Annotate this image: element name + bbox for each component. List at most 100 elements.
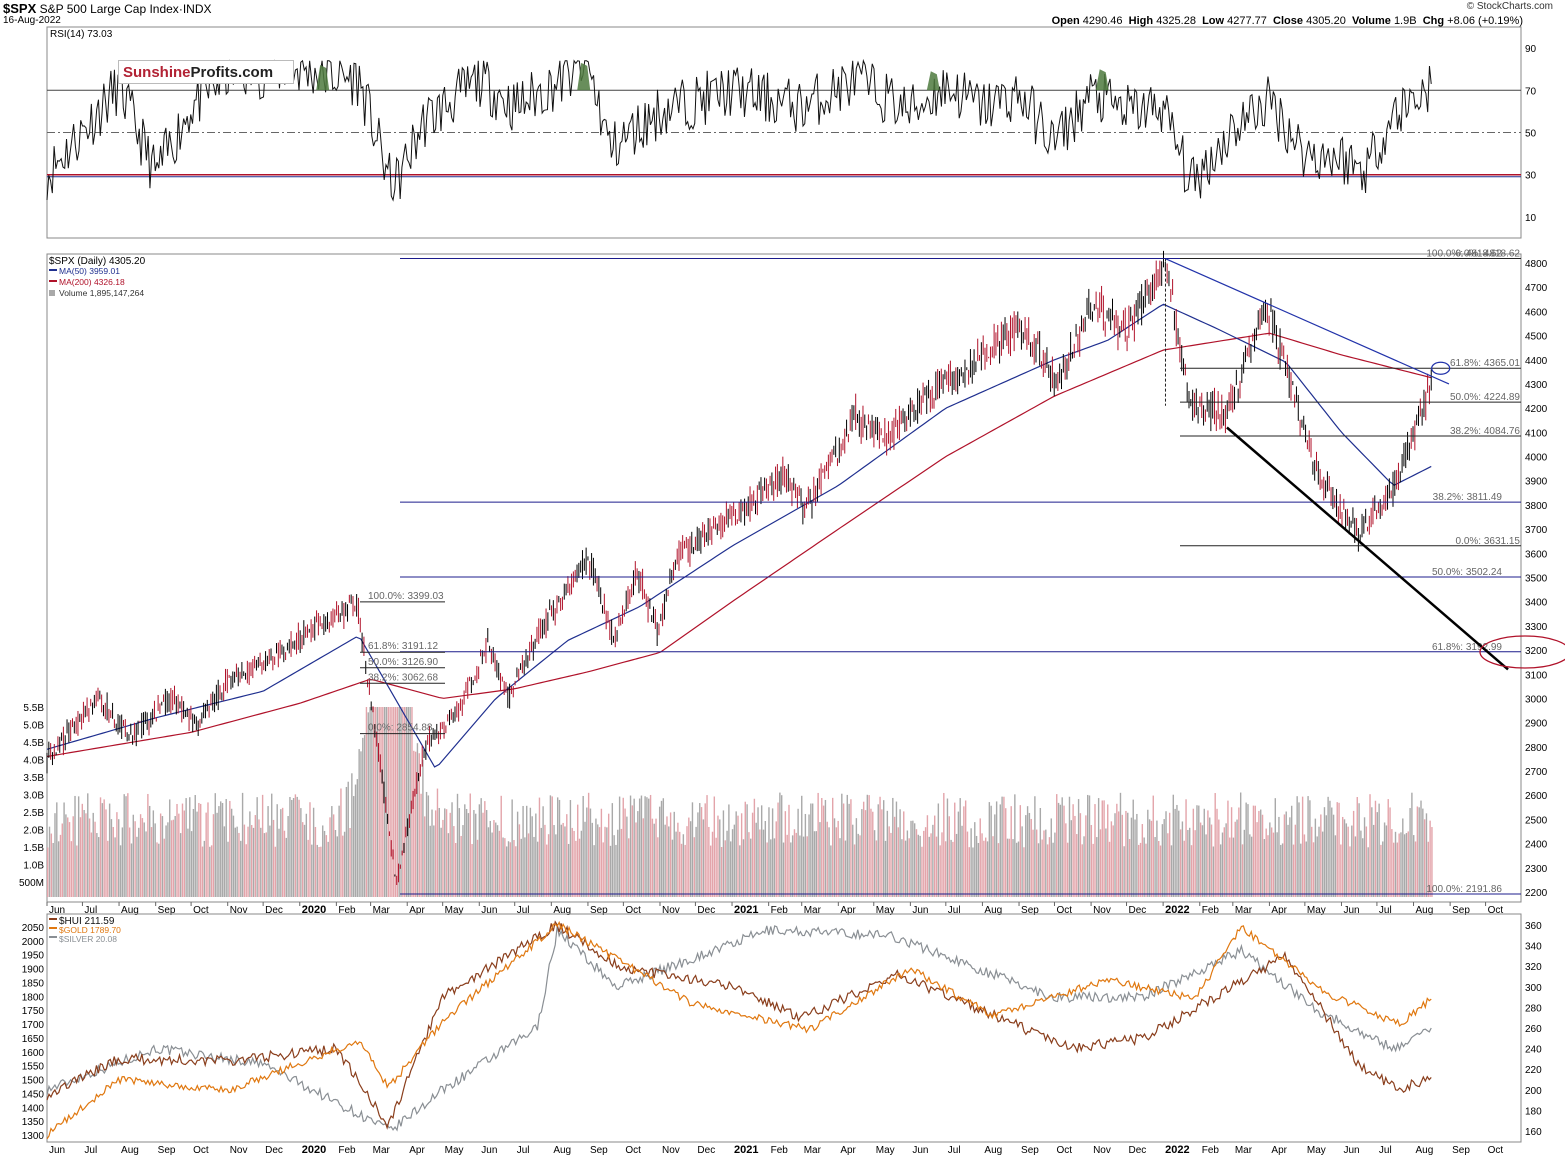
rsi-legend: RSI(14) 73.03 (50, 29, 113, 40)
volume-bar (618, 796, 621, 897)
volume-bar (600, 808, 603, 897)
open-value: 4290.46 (1082, 15, 1123, 27)
volume-bar (1263, 839, 1266, 897)
volume-bar (992, 836, 994, 897)
volume-bar (65, 814, 67, 897)
volume-bar (1019, 805, 1022, 897)
volume-bar (527, 833, 530, 897)
volume-bar (622, 797, 624, 897)
volume-bar (1329, 800, 1331, 897)
volume-bar (589, 808, 592, 897)
volume-bar (484, 801, 486, 897)
exchange: INDX (182, 2, 212, 16)
volume-bar (354, 784, 357, 897)
volume-bar (1423, 819, 1426, 897)
volume-bar (903, 811, 905, 897)
volume-bar (447, 833, 450, 897)
volume-bar (893, 816, 896, 897)
volume-bar (118, 819, 120, 897)
price-tick-label: 3800 (1525, 501, 1548, 512)
volume-bar (972, 847, 974, 897)
volume-bar (1023, 847, 1025, 897)
volume-tick-label: 4.5B (23, 738, 44, 749)
symbol: $SPX (3, 1, 37, 16)
metals-x-tick-label: Jun (49, 1145, 65, 1156)
metals-x-tick-label: Nov (662, 1145, 680, 1156)
volume-bar (868, 795, 870, 897)
volume-bar (1063, 805, 1065, 897)
volume-bar (340, 788, 342, 897)
volume-bar (815, 831, 818, 897)
metals-right-tick: 260 (1525, 1024, 1542, 1035)
volume-bar (1345, 823, 1348, 897)
volume-bar (1128, 838, 1131, 897)
volume-bar (405, 707, 408, 897)
volume-bar (771, 808, 774, 897)
volume-bar (462, 825, 464, 897)
volume-bar (322, 825, 324, 897)
volume-bar (872, 811, 874, 897)
fib-2020-label: 38.2%: 3062.68 (368, 672, 438, 683)
volume-bar (436, 788, 439, 897)
rsi-overbought-fill (316, 64, 330, 91)
volume-tick-label: 5.5B (23, 703, 44, 714)
x-tick-label: Dec (697, 905, 715, 916)
volume-bar (912, 820, 914, 897)
volume-bar (47, 847, 49, 897)
volume-bar (1298, 802, 1300, 897)
volume-bar (456, 793, 459, 897)
volume-bar (323, 830, 326, 897)
volume-bar (192, 808, 195, 897)
volume-bar (285, 837, 287, 897)
volume-bar (708, 826, 710, 897)
volume-bar (373, 707, 375, 897)
volume-bar (352, 796, 355, 897)
volume-bar (187, 828, 189, 897)
volume-bar (1274, 798, 1276, 897)
volume-bar (567, 843, 570, 897)
volume-bar (83, 809, 85, 897)
volume-bar (646, 797, 648, 897)
volume-bar (451, 802, 453, 897)
volume-bar (1156, 820, 1158, 897)
volume-bar (669, 812, 672, 897)
x-tick-label: Apr (840, 905, 856, 916)
volume-bar (413, 750, 415, 897)
volume-bar (1414, 841, 1417, 897)
volume-bar (773, 838, 776, 897)
volume-bar (817, 792, 819, 897)
volume-bar (269, 825, 271, 897)
volume-bar (1136, 813, 1138, 897)
volume-bar (985, 837, 987, 897)
volume-bar (420, 793, 422, 897)
volume-bar (312, 807, 315, 897)
volume-bar (1209, 817, 1211, 897)
price-frame (46, 253, 1522, 903)
volume-bar (837, 820, 839, 897)
volume-bar (706, 795, 708, 897)
metals-right-tick: 300 (1525, 983, 1542, 994)
volume-bar (890, 832, 892, 897)
volume-bar (230, 808, 233, 897)
volume-bar (748, 832, 750, 897)
volume-bar (199, 803, 202, 897)
volume-bar (396, 707, 399, 897)
volume-bar (1079, 813, 1082, 897)
volume-bar (1127, 812, 1129, 897)
volume-bar (152, 810, 155, 897)
volume-bar (1086, 794, 1089, 897)
chart-title: $SPX S&P 500 Large Cap Index·INDX (3, 1, 212, 16)
resistance-trend-line (1165, 258, 1450, 385)
rsi-overbought-fill (577, 62, 591, 91)
volume-bar (1074, 815, 1076, 897)
volume-bar (731, 829, 734, 897)
volume-bar (154, 823, 156, 897)
volume-bar (686, 826, 688, 897)
volume-bar (990, 805, 992, 897)
volume-bar (101, 803, 104, 897)
volume-bar (695, 826, 697, 897)
volume-bar (1148, 819, 1151, 897)
volume-bar (1096, 837, 1098, 897)
metals-x-tick-label: May (876, 1145, 895, 1156)
volume-bar (1270, 827, 1273, 897)
